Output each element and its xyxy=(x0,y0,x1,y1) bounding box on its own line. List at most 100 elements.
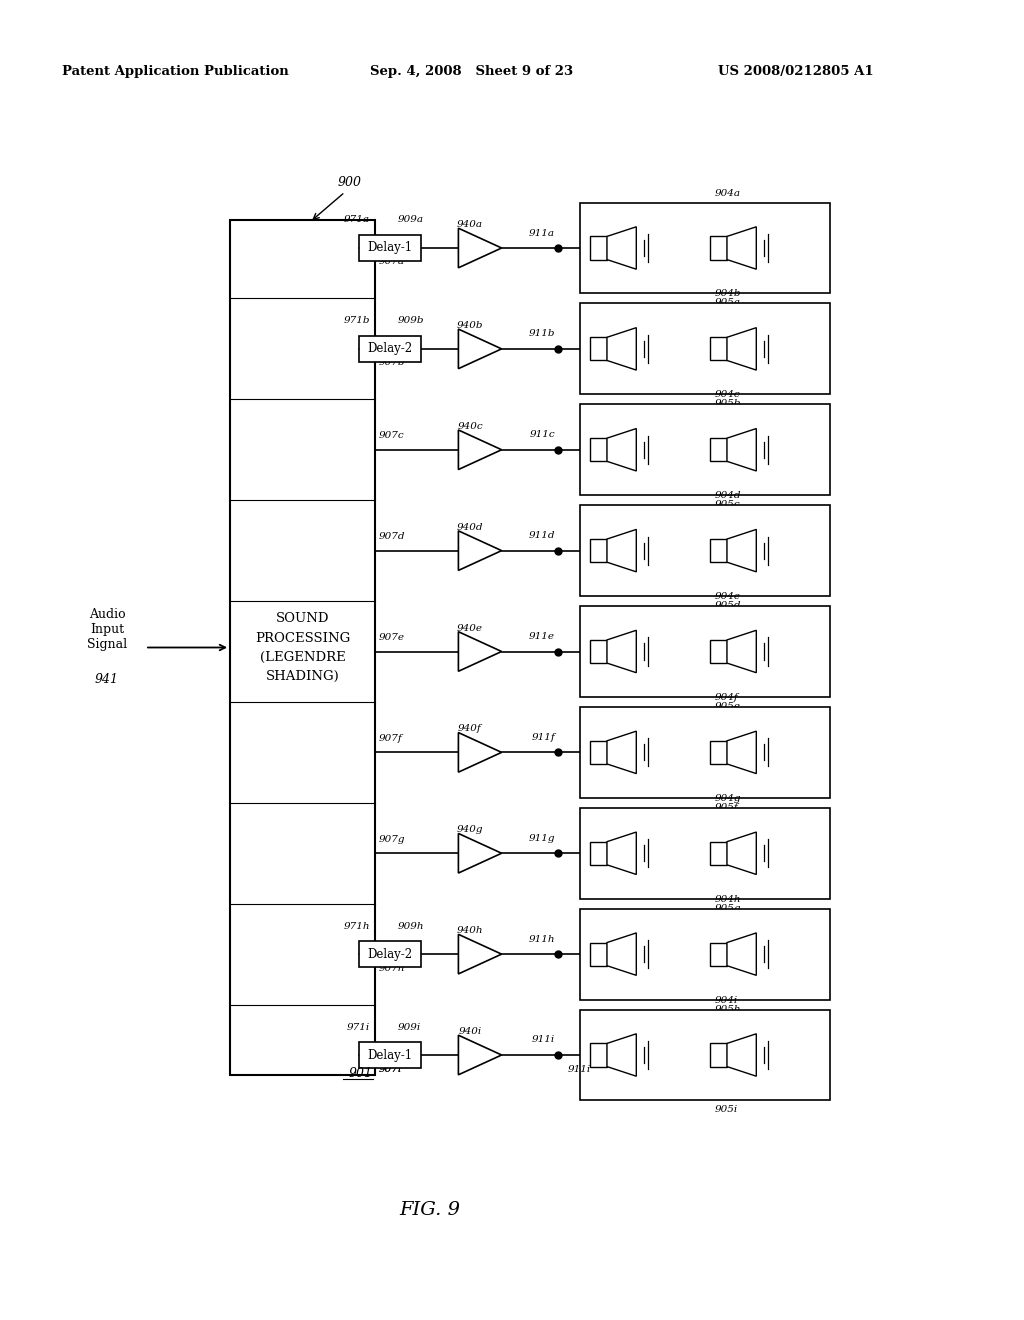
Polygon shape xyxy=(607,429,636,471)
Text: 907h: 907h xyxy=(379,964,406,973)
Text: 971b: 971b xyxy=(343,317,370,325)
Bar xyxy=(580,908,830,999)
Text: FIG. 9: FIG. 9 xyxy=(399,1201,461,1218)
Text: 940e: 940e xyxy=(457,623,483,632)
Text: Delay-2: Delay-2 xyxy=(368,948,413,961)
Text: 971h: 971h xyxy=(343,921,370,931)
Text: Delay-1: Delay-1 xyxy=(368,1048,413,1061)
Bar xyxy=(590,842,607,865)
Polygon shape xyxy=(459,935,502,974)
Text: 911i: 911i xyxy=(568,1064,591,1073)
Text: 900: 900 xyxy=(338,177,362,190)
Text: PROCESSING: PROCESSING xyxy=(255,631,350,644)
Text: 904b: 904b xyxy=(715,289,741,298)
Text: 905f: 905f xyxy=(715,803,738,812)
Text: Delay-1: Delay-1 xyxy=(368,242,413,255)
Bar xyxy=(359,941,421,968)
Text: 904g: 904g xyxy=(715,793,741,803)
Text: 904d: 904d xyxy=(715,491,741,500)
Text: 941: 941 xyxy=(95,673,119,686)
Bar xyxy=(710,539,727,562)
Polygon shape xyxy=(727,933,757,975)
Text: 940c: 940c xyxy=(457,422,482,430)
Bar xyxy=(710,640,727,663)
Bar xyxy=(710,942,727,966)
Bar xyxy=(710,842,727,865)
Polygon shape xyxy=(607,227,636,269)
Text: 905d: 905d xyxy=(715,601,741,610)
Text: (LEGENDRE: (LEGENDRE xyxy=(260,651,345,664)
Polygon shape xyxy=(607,529,636,572)
Text: 904f: 904f xyxy=(715,693,738,702)
Text: 904a: 904a xyxy=(715,189,741,198)
Bar xyxy=(590,1043,607,1067)
Text: 905b: 905b xyxy=(715,399,741,408)
Text: Patent Application Publication: Patent Application Publication xyxy=(62,66,289,78)
Polygon shape xyxy=(727,832,757,874)
Text: 971a: 971a xyxy=(344,215,370,224)
Text: US 2008/0212805 A1: US 2008/0212805 A1 xyxy=(718,66,873,78)
Polygon shape xyxy=(607,832,636,874)
Polygon shape xyxy=(727,731,757,774)
Text: 905a: 905a xyxy=(715,298,741,308)
Text: 907c: 907c xyxy=(379,432,404,441)
Polygon shape xyxy=(607,630,636,673)
Bar xyxy=(580,202,830,293)
Text: 911g: 911g xyxy=(528,834,555,842)
Polygon shape xyxy=(727,227,757,269)
Text: 904i: 904i xyxy=(715,995,738,1005)
Text: 907a: 907a xyxy=(379,257,406,267)
Text: 940i: 940i xyxy=(459,1027,481,1036)
Text: 907b: 907b xyxy=(379,358,406,367)
Polygon shape xyxy=(607,327,636,370)
Bar xyxy=(230,220,375,1074)
Bar xyxy=(359,235,421,261)
Text: 911e: 911e xyxy=(529,632,555,642)
Text: 905h: 905h xyxy=(715,1005,741,1014)
Text: 907f: 907f xyxy=(379,734,402,743)
Bar xyxy=(590,338,607,360)
Text: 911b: 911b xyxy=(528,330,555,338)
Bar xyxy=(590,640,607,663)
Bar xyxy=(580,404,830,495)
Text: 909a: 909a xyxy=(398,215,424,224)
Text: 940f: 940f xyxy=(458,725,482,734)
Text: Audio
Input
Signal: Audio Input Signal xyxy=(87,609,127,651)
Text: 905c: 905c xyxy=(715,500,740,510)
Polygon shape xyxy=(459,329,502,368)
Text: 904c: 904c xyxy=(715,391,740,400)
Text: 905e: 905e xyxy=(715,702,741,711)
Bar xyxy=(590,539,607,562)
Bar xyxy=(710,1043,727,1067)
Polygon shape xyxy=(727,429,757,471)
Text: 971i: 971i xyxy=(347,1023,370,1031)
Bar xyxy=(580,606,830,697)
Text: 907d: 907d xyxy=(379,532,406,541)
Text: 901: 901 xyxy=(349,1067,373,1080)
Polygon shape xyxy=(459,733,502,772)
Bar xyxy=(580,708,830,797)
Bar xyxy=(710,236,727,260)
Text: 904h: 904h xyxy=(715,895,741,904)
Text: 907e: 907e xyxy=(379,634,406,642)
Text: Sep. 4, 2008   Sheet 9 of 23: Sep. 4, 2008 Sheet 9 of 23 xyxy=(370,66,573,78)
Text: 907i: 907i xyxy=(379,1064,402,1073)
Text: 911d: 911d xyxy=(528,531,555,540)
Bar xyxy=(590,438,607,461)
Text: 911a: 911a xyxy=(529,228,555,238)
Text: 909h: 909h xyxy=(398,921,425,931)
Text: SOUND: SOUND xyxy=(275,612,330,626)
Polygon shape xyxy=(727,630,757,673)
Bar xyxy=(590,741,607,764)
Polygon shape xyxy=(459,531,502,570)
Text: 909i: 909i xyxy=(398,1023,421,1031)
Text: 940g: 940g xyxy=(457,825,483,834)
Text: 911f: 911f xyxy=(531,733,555,742)
Bar xyxy=(580,1010,830,1101)
Text: Delay-2: Delay-2 xyxy=(368,342,413,355)
Bar xyxy=(590,236,607,260)
Bar xyxy=(580,304,830,395)
Text: 905g: 905g xyxy=(715,904,741,912)
Bar xyxy=(710,741,727,764)
Polygon shape xyxy=(459,228,502,268)
